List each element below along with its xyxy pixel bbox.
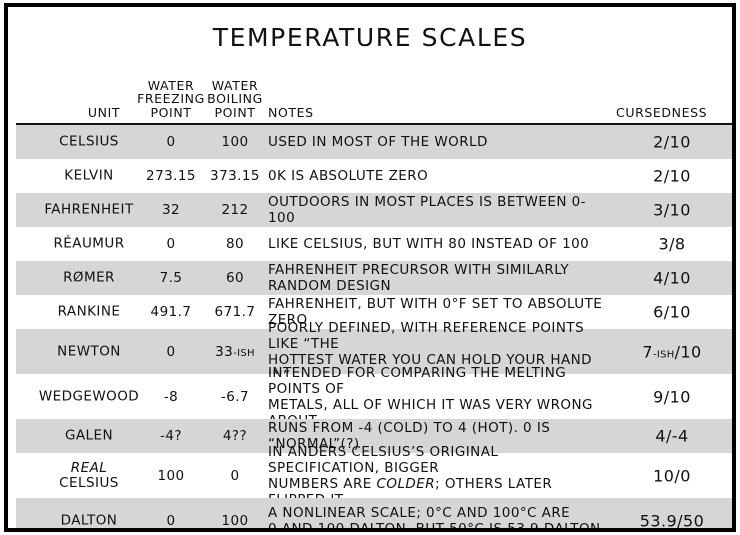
- cell-cursedness: 9/10: [653, 387, 691, 406]
- cursedness-suffix: -ISH: [652, 349, 675, 360]
- cell-boiling-point: 671.7: [214, 304, 256, 320]
- cell-freezing-point: 0: [166, 134, 176, 150]
- table-body: CELSIUS 0 100 USED IN MOST OF THE WORLD 2/10…: [16, 125, 732, 532]
- table-row: DALTON 0 100 A NONLINEAR SCALE; 0°C AND 100…: [16, 498, 732, 532]
- cell-boiling-point: -6.7: [220, 388, 250, 405]
- cell-freezing-point: 32: [161, 202, 181, 218]
- cell-unit: CELSIUS: [59, 133, 119, 150]
- cell-boiling-point: 100: [221, 134, 249, 150]
- notes-line-2: 0 AND 100 DALTON, BUT 50°C IS 53.9 DALTO…: [268, 520, 601, 532]
- cell-boiling-point: 373.15: [210, 168, 260, 184]
- cell-unit: REAL CELSIUS: [38, 459, 140, 491]
- cell-boiling-point: 100: [221, 512, 249, 529]
- unit-line-2: CELSIUS: [59, 474, 119, 491]
- cell-cursedness: 2/10: [653, 166, 691, 186]
- cell-notes: FAHRENHEIT, BUT WITH 0°F SET TO ABSOLUTE…: [268, 296, 603, 328]
- cell-freezing-point: 0: [166, 343, 176, 360]
- column-header-cursedness: CURSEDNESS: [616, 104, 708, 120]
- cell-notes: LIKE CELSIUS, BUT WITH 80 INSTEAD OF 100: [268, 236, 590, 252]
- notes-line-1: A NONLINEAR SCALE; 0°C AND 100°C ARE: [268, 504, 571, 521]
- cell-notes: 0K IS ABSOLUTE ZERO: [268, 168, 429, 184]
- page-title: TEMPERATURE SCALES: [212, 23, 528, 52]
- cell-notes: FAHRENHEIT PRECURSOR WITH SIMILARLY RAND…: [268, 262, 570, 294]
- cell-boiling-point: 0: [230, 467, 240, 484]
- cell-freezing-point: 0: [166, 512, 176, 529]
- header-divider: [16, 123, 732, 125]
- notes-line-1: IN ANDERS CELSIUS’S ORIGINAL SPECIFICATI…: [268, 443, 499, 476]
- cell-unit: FAHRENHEIT: [44, 201, 134, 218]
- header-line-1: WATER: [147, 77, 195, 93]
- cell-boiling-point: 60: [225, 270, 245, 286]
- table-row: GALEN -4? 4?? RUNS FROM -4 (COLD) TO 4 (HOT…: [16, 419, 732, 453]
- cell-cursedness: 4/-4: [655, 426, 689, 446]
- cell-cursedness: 10/0: [653, 466, 691, 485]
- cell-boiling-point: 4??: [222, 428, 248, 444]
- column-header-notes: NOTES: [268, 104, 314, 120]
- cell-freezing-point: 0: [166, 236, 176, 252]
- cell-notes: USED IN MOST OF THE WORLD: [268, 134, 488, 150]
- cell-cursedness: 7-ISH/10: [642, 342, 702, 361]
- table-row: RØMER 7.5 60 FAHRENHEIT PRECURSOR WITH SIMI…: [16, 261, 732, 295]
- cell-notes: IN ANDERS CELSIUS’S ORIGINAL SPECIFICATI…: [268, 444, 608, 508]
- cell-unit: NEWTON: [57, 343, 121, 359]
- cell-boiling-point: 212: [221, 202, 249, 218]
- table-row: RÉAUMUR 0 80 LIKE CELSIUS, BUT WITH 80 INST…: [16, 227, 732, 261]
- cell-freezing-point: 7.5: [159, 270, 183, 286]
- table-row: KELVIN 273.15 373.15 0K IS ABSOLUTE ZERO 2/1…: [16, 159, 732, 193]
- cell-freezing-point: -8: [163, 388, 179, 405]
- cell-boiling-point: 33-ISH: [215, 343, 255, 360]
- table-row: RANKINE 491.7 671.7 FAHRENHEIT, BUT WITH 0°…: [16, 295, 732, 329]
- table-row: WEDGEWOOD -8 -6.7 INTENDED FOR COMPARING TH…: [16, 365, 732, 429]
- notes-emphasis: COLDER: [376, 475, 436, 492]
- table-row: NEWTON 0 33-ISH POORLY DEFINED, WITH REFERE…: [16, 320, 732, 384]
- boiling-suffix: -ISH: [233, 347, 255, 359]
- unit-line-1: REAL: [70, 459, 108, 476]
- cell-notes: RUNS FROM -4 (COLD) TO 4 (HOT). 0 IS “NO…: [268, 420, 551, 452]
- column-header-water-freezing-point: WATER FREEZING POINT: [134, 77, 208, 120]
- column-header-unit: UNIT: [87, 104, 121, 120]
- cell-notes: A NONLINEAR SCALE; 0°C AND 100°C ARE 0 AN…: [268, 504, 608, 532]
- header-line-2: BOILING: [207, 91, 263, 106]
- cell-freezing-point: 273.15: [146, 168, 196, 184]
- cell-notes: POORLY DEFINED, WITH REFERENCE POINTS LI…: [268, 320, 608, 384]
- cell-unit: RØMER: [63, 269, 115, 286]
- cell-cursedness: 6/10: [653, 302, 691, 322]
- cell-cursedness: 3/8: [658, 234, 686, 254]
- cell-unit: WEDGEWOOD: [38, 388, 140, 404]
- cell-notes: OUTDOORS IN MOST PLACES IS BETWEEN 0-100: [268, 194, 586, 226]
- header-line-1: WATER: [211, 77, 259, 93]
- cell-cursedness: 2/10: [653, 132, 691, 152]
- header-line-3: POINT: [214, 104, 256, 120]
- comic-inner: TEMPERATURE SCALES UNIT WATER FREEZING P…: [8, 7, 732, 528]
- cell-freezing-point: 491.7: [150, 304, 192, 320]
- comic-frame: TEMPERATURE SCALES UNIT WATER FREEZING P…: [4, 3, 736, 532]
- header-line-2: FREEZING: [137, 91, 205, 106]
- cell-freezing-point: -4?: [160, 428, 182, 444]
- cell-freezing-point: 100: [157, 467, 185, 484]
- column-header-water-boiling-point: WATER BOILING POINT: [200, 77, 270, 120]
- cell-unit: GALEN: [64, 427, 114, 444]
- cell-boiling-point: 80: [225, 236, 245, 252]
- temperature-scales-table: UNIT WATER FREEZING POINT WATER BOILING …: [16, 59, 732, 528]
- cell-unit: RANKINE: [57, 303, 121, 320]
- cell-unit: RÉAUMUR: [53, 235, 125, 252]
- cell-cursedness: 4/10: [653, 268, 691, 288]
- cell-unit: DALTON: [60, 512, 118, 528]
- cell-notes: INTENDED FOR COMPARING THE MELTING POINT…: [268, 365, 608, 429]
- cell-cursedness: 53.9/50: [639, 511, 705, 530]
- notes-line-1: INTENDED FOR COMPARING THE MELTING POINT…: [268, 364, 567, 397]
- header-line-3: POINT: [150, 104, 192, 120]
- table-header-row: UNIT WATER FREEZING POINT WATER BOILING …: [16, 59, 732, 125]
- cell-cursedness: 3/10: [653, 200, 691, 220]
- table-row: FAHRENHEIT 32 212 OUTDOORS IN MOST PLACES I…: [16, 193, 732, 227]
- table-row: CELSIUS 0 100 USED IN MOST OF THE WORLD 2/10: [16, 125, 732, 159]
- notes-line-1: POORLY DEFINED, WITH REFERENCE POINTS LI…: [268, 319, 585, 352]
- table-row: REAL CELSIUS 100 0 IN ANDERS CELSIUS’S ORIGI…: [16, 444, 732, 508]
- cell-unit: KELVIN: [64, 167, 114, 184]
